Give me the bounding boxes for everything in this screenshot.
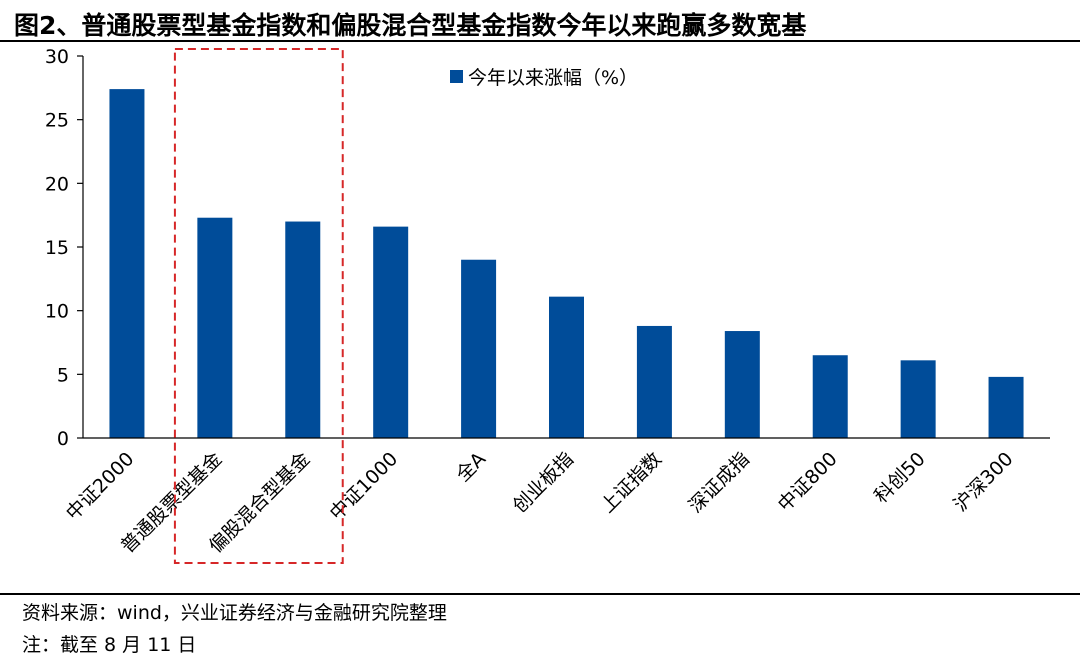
bar bbox=[197, 217, 233, 438]
source-note: 资料来源：wind，兴业证券经济与金融研究院整理 bbox=[22, 602, 447, 624]
y-tick-label: 30 bbox=[45, 46, 69, 68]
y-axis: 0 5 10 15 20 25 30 bbox=[45, 46, 84, 450]
x-tick-label: 中证800 bbox=[774, 448, 842, 516]
bars bbox=[109, 89, 1024, 439]
bar bbox=[900, 360, 936, 438]
figure-title: 图2、普通股票型基金指数和偏股混合型基金指数今年以来跑赢多数宽基 bbox=[14, 11, 807, 40]
bar bbox=[636, 325, 672, 438]
bar bbox=[373, 226, 409, 438]
x-tick-label: 科创50 bbox=[870, 448, 930, 508]
legend: 今年以来涨幅（%） bbox=[450, 67, 638, 89]
y-tick-label: 15 bbox=[45, 237, 69, 259]
y-tick-label: 5 bbox=[57, 364, 69, 386]
bar bbox=[549, 296, 584, 438]
y-tick-label: 25 bbox=[45, 110, 69, 132]
highlight-box-rect bbox=[173, 48, 344, 564]
bar bbox=[461, 259, 497, 438]
date-note: 注：截至 8 月 11 日 bbox=[22, 634, 197, 656]
x-tick-label: 创业板指 bbox=[509, 448, 578, 517]
footer-rule bbox=[0, 593, 1080, 595]
y-tick-label: 0 bbox=[57, 428, 69, 450]
x-tick-label: 上证指数 bbox=[597, 448, 666, 517]
bar bbox=[285, 221, 321, 438]
x-tick-label: 中证1000 bbox=[326, 448, 403, 525]
x-tick-label: 全A bbox=[452, 448, 490, 486]
x-tick-label: 深证成指 bbox=[685, 448, 754, 517]
x-tick-label: 沪深300 bbox=[950, 448, 1018, 516]
highlight-box bbox=[173, 48, 344, 564]
bar bbox=[988, 376, 1024, 438]
bar bbox=[724, 331, 760, 438]
bar bbox=[109, 89, 145, 439]
legend-label: 今年以来涨幅（%） bbox=[468, 67, 638, 89]
title-rule bbox=[0, 40, 1080, 42]
x-tick-label: 中证2000 bbox=[62, 448, 139, 525]
y-tick-label: 10 bbox=[45, 301, 69, 323]
bar bbox=[812, 355, 848, 438]
legend-swatch bbox=[450, 70, 463, 83]
y-tick-label: 20 bbox=[45, 173, 69, 195]
